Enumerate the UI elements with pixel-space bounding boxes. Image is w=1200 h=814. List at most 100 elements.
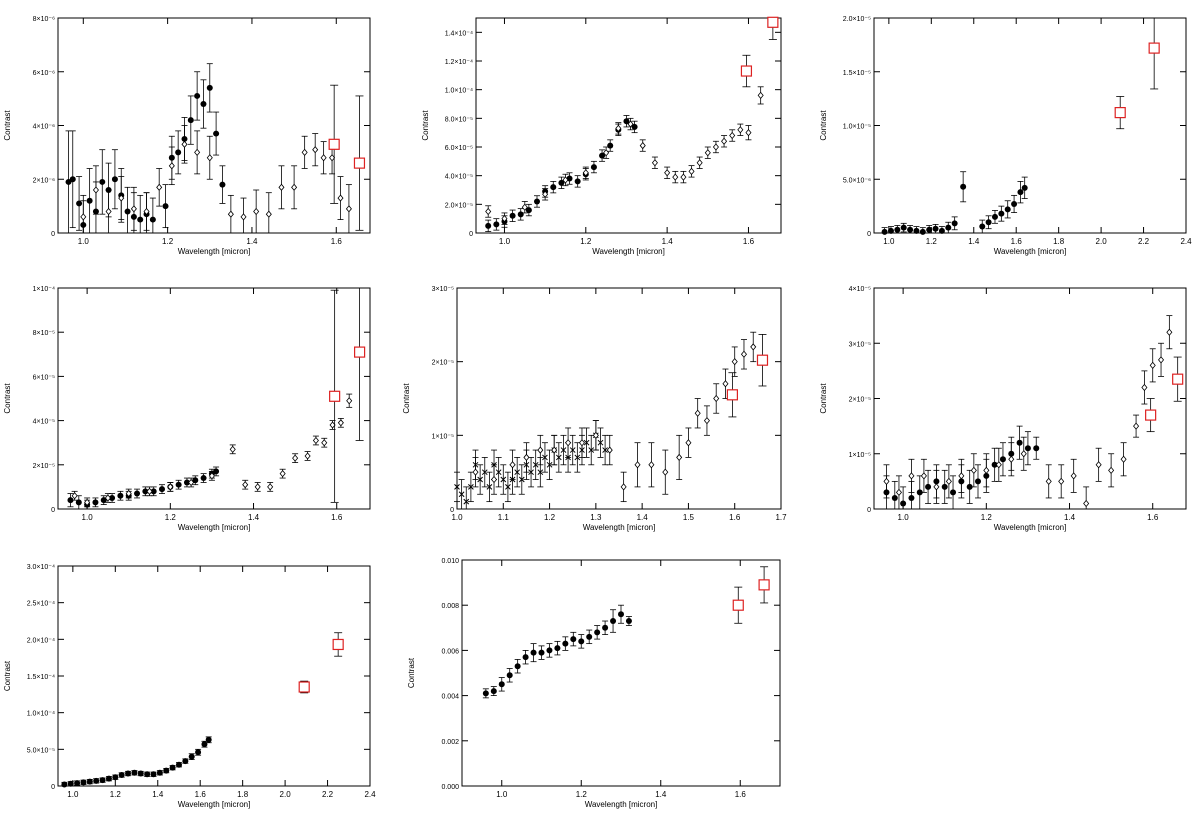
data-point — [329, 154, 336, 162]
y-tick-label: 0.000 — [441, 784, 459, 791]
data-point — [321, 439, 328, 447]
data-point — [292, 454, 299, 462]
data-point — [578, 439, 585, 447]
data-point — [570, 636, 577, 643]
plot-frame — [456, 287, 782, 510]
data-point — [932, 225, 939, 232]
panel-b: 1.0 1.2 1.4 1.6 0 2.0×10⁻⁵ 4.0×10⁻⁵ 6.0×10⁻⁵ 8.0… — [421, 16, 782, 256]
data-point — [1004, 206, 1011, 213]
data-point — [594, 629, 601, 636]
x-tick-label: 1.0 — [499, 237, 511, 246]
data-point — [149, 216, 156, 223]
data-point — [320, 154, 327, 162]
data-point — [71, 492, 78, 500]
data-point — [602, 624, 609, 631]
data-point — [491, 475, 498, 484]
series-spectrum-open — [71, 393, 353, 508]
data-point — [477, 476, 483, 483]
series-photometry — [732, 566, 770, 624]
y-tick-label: 0 — [867, 507, 871, 514]
data-point — [175, 481, 182, 488]
y-tick-label: 3×10⁻⁵ — [849, 341, 871, 348]
x-axis-label: Wavelength [micron] — [178, 247, 251, 256]
data-point — [546, 647, 553, 654]
x-tick-label: 2.0 — [280, 790, 292, 799]
x-tick-label: 1.4 — [662, 237, 674, 246]
photometry-point — [756, 354, 769, 366]
y-tick-label: 0.002 — [441, 739, 459, 746]
y-axis-label: Contrast — [421, 110, 430, 141]
data-point — [639, 141, 646, 150]
data-point — [907, 226, 914, 233]
x-tick-label: 1.1 — [498, 513, 510, 522]
data-point — [1008, 455, 1015, 463]
data-point — [163, 767, 170, 774]
data-point — [200, 101, 207, 107]
data-point — [713, 394, 720, 403]
data-point — [517, 211, 524, 218]
y-tick-label: 2.0×10⁻⁵ — [843, 16, 871, 23]
data-point — [312, 146, 319, 154]
y-tick-label: 0.004 — [441, 694, 459, 701]
y-tick-label: 1×10⁻⁵ — [432, 433, 454, 440]
photometry-point — [732, 599, 744, 611]
data-point — [118, 194, 125, 202]
data-point — [625, 618, 632, 625]
data-point — [958, 472, 965, 480]
y-axis-label: Contrast — [3, 110, 12, 141]
data-point — [472, 468, 479, 476]
x-tick-label: 1.4 — [246, 237, 258, 246]
y-axis-label: Contrast — [3, 383, 12, 414]
y-tick-label: 2.0×10⁻⁵ — [445, 202, 473, 209]
data-point — [200, 475, 207, 482]
data-point — [76, 200, 83, 207]
data-point — [525, 207, 532, 214]
data-point — [227, 210, 234, 218]
data-point — [86, 197, 93, 204]
data-point — [337, 194, 344, 202]
data-point — [991, 213, 998, 220]
y-tick-label: 4×10⁻⁵ — [849, 286, 871, 293]
data-point — [213, 130, 220, 137]
x-tick-label: 1.2 — [580, 237, 592, 246]
x-axis-label: Wavelength [micron] — [585, 800, 658, 809]
y-tick-label: 4×10⁻⁶ — [33, 124, 55, 131]
data-point — [586, 633, 593, 640]
x-tick-label: 1.8 — [237, 790, 249, 799]
data-point — [740, 350, 747, 358]
data-point — [242, 481, 249, 489]
y-tick-label: 1.5×10⁻⁴ — [27, 674, 55, 681]
data-point — [468, 484, 474, 490]
y-tick-label: 5.0×10⁻⁶ — [843, 177, 871, 184]
x-tick-label: 1.0 — [451, 513, 463, 522]
plot-frame — [475, 17, 782, 234]
y-tick-label: 2.5×10⁻⁴ — [27, 601, 55, 608]
data-point — [574, 454, 581, 461]
data-point — [983, 466, 990, 474]
data-point — [1058, 477, 1065, 485]
data-point — [534, 198, 540, 205]
x-tick-label: 1.2 — [544, 513, 556, 522]
data-point — [208, 472, 215, 480]
data-point — [685, 439, 692, 447]
x-tick-label: 1.4 — [655, 790, 667, 799]
data-point — [729, 131, 736, 140]
data-point — [194, 148, 201, 156]
y-tick-label: 6×10⁻⁵ — [33, 374, 55, 381]
data-point — [188, 753, 195, 760]
x-tick-label: 1.4 — [152, 790, 164, 799]
data-point — [558, 179, 565, 186]
x-tick-label: 1.4 — [968, 237, 980, 246]
data-point — [509, 212, 516, 219]
data-point — [1045, 477, 1052, 485]
data-point — [731, 358, 738, 366]
data-point — [945, 477, 952, 485]
plot-frame — [57, 17, 371, 234]
data-point — [985, 219, 992, 226]
data-point — [757, 91, 764, 100]
photometry-point — [740, 65, 753, 77]
data-point — [554, 645, 561, 652]
data-point — [574, 178, 581, 185]
data-point — [651, 159, 658, 167]
x-tick-label: 1.0 — [883, 237, 895, 246]
